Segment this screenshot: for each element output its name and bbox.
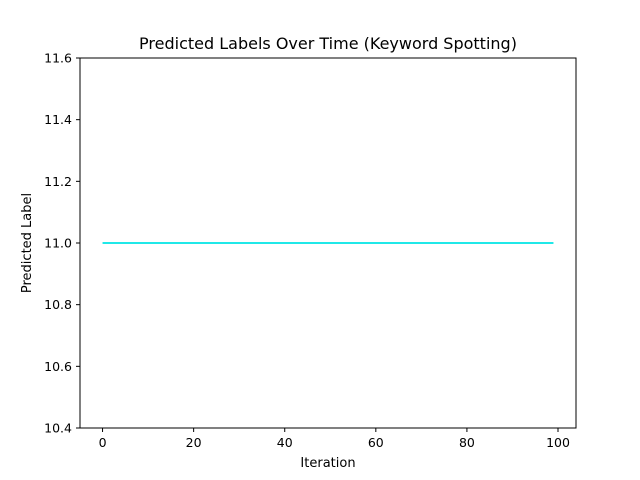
y-axis-ticks: 10.4 10.6 10.8 11.0 11.2 11.4 11.6 [44, 51, 80, 436]
y-axis-label: Predicted Label [20, 193, 35, 293]
x-axis-ticks: 0 20 40 60 80 100 [99, 428, 570, 450]
x-tick-label: 80 [459, 435, 475, 450]
y-tick-label: 10.8 [44, 297, 72, 312]
y-tick-label: 11.2 [44, 174, 72, 189]
plot-area-frame [79, 57, 577, 429]
x-tick-label: 20 [186, 435, 202, 450]
y-tick-label: 11.6 [44, 51, 72, 66]
y-tick-label: 11.4 [44, 112, 72, 127]
y-tick-label: 10.6 [44, 359, 72, 374]
x-axis-label: Iteration [300, 456, 355, 471]
x-tick-label: 100 [546, 435, 570, 450]
y-tick-label: 10.4 [44, 421, 72, 436]
x-tick-label: 60 [368, 435, 384, 450]
x-tick-label: 40 [277, 435, 293, 450]
x-tick-label: 0 [99, 435, 107, 450]
y-tick-label: 11.0 [44, 236, 72, 251]
chart-title: Predicted Labels Over Time (Keyword Spot… [139, 34, 517, 53]
